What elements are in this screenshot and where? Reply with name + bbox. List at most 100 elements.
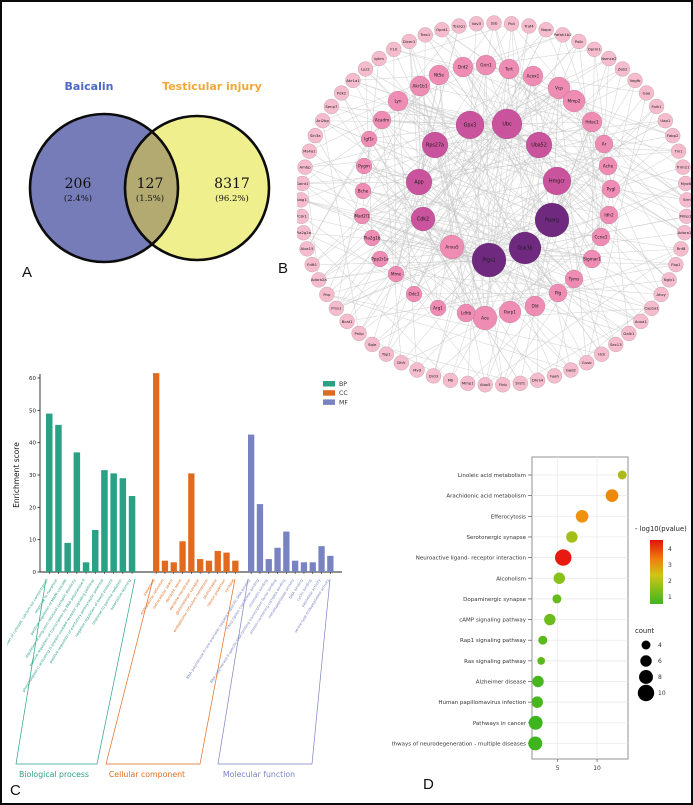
bar (223, 552, 230, 572)
network-node-label: Cyp1a1 (644, 306, 659, 311)
network-node (387, 90, 409, 112)
network-node-label: Pla2g2a (297, 230, 311, 235)
network-node-label: Faah (550, 373, 559, 378)
network-node-label: Tyms (568, 277, 580, 282)
network-node (495, 377, 511, 393)
network-node-label: Igf1r (364, 137, 374, 142)
y-tick-label: 0 (33, 570, 37, 576)
network-node-label: Grin1 (480, 63, 492, 68)
network-node-label: Fabp2 (667, 133, 679, 138)
network-node (345, 72, 361, 89)
network-node (459, 375, 476, 392)
network-node-label: Galnt1 (297, 181, 309, 186)
network-node (676, 224, 691, 241)
pathway-label: Pathways in cancer (473, 721, 527, 727)
network-node (471, 242, 507, 278)
network-node-label: Mvd (413, 367, 422, 372)
network-node-label: Vcp (555, 86, 563, 91)
network-node (429, 299, 447, 317)
network-node (297, 192, 309, 208)
network-node (591, 227, 611, 247)
pathway-label: Pathways of neurodegeneration - multiple… (392, 741, 526, 747)
dot-point (553, 572, 565, 584)
network-node (371, 250, 389, 268)
network-node-label: Sin3a (310, 133, 321, 138)
network-node-label: Parp1 (504, 310, 516, 315)
group-bracket (217, 578, 331, 765)
network-node-label: Folh1 (651, 104, 662, 109)
pathway-label: Human papillomavirus infection (438, 700, 526, 706)
network-node-label: Mmp14 (679, 214, 693, 219)
bar (197, 559, 204, 572)
network-node (304, 256, 320, 273)
y-tick-label: 10 (29, 538, 36, 544)
network-node (546, 368, 563, 384)
network-node (455, 110, 485, 140)
network-node-label: Gpx3 (464, 123, 477, 129)
network-node-label: Pcsk1 (297, 214, 308, 219)
bar (256, 504, 264, 572)
network-node-label: Top1 (381, 352, 391, 357)
network-node (475, 54, 497, 76)
network-node-label: Gusb (582, 360, 592, 365)
network-node-label: Plg (555, 291, 562, 296)
network-node-label: Pygl (607, 187, 616, 192)
dot-point (566, 531, 578, 543)
bar (101, 470, 108, 572)
pathway-label: cAMP signaling pathway (459, 618, 526, 624)
network-node (452, 56, 474, 78)
bar (170, 562, 177, 572)
x-tick-label: 10 (593, 765, 601, 772)
color-legend-gradient (650, 540, 663, 604)
network-node (571, 33, 587, 50)
network-node-label: Gad2 (566, 367, 577, 372)
network-node (439, 234, 465, 260)
network-node-label: Pdk2 (337, 90, 347, 95)
network-node (599, 205, 619, 225)
venn-left-outline (28, 112, 180, 264)
size-legend-value: 10 (658, 690, 666, 697)
dot-point (537, 656, 546, 665)
legend-label: MF (339, 399, 348, 406)
network-node (357, 61, 374, 77)
network-node-label: Tcerg1 (452, 23, 466, 28)
network-node (405, 285, 423, 303)
network-node (524, 295, 546, 317)
network-node-label: Pafah1b2 (554, 32, 572, 37)
network-node (638, 85, 655, 101)
network-node (297, 175, 310, 192)
network-node-label: Lyz2 (361, 66, 370, 71)
network-node (661, 272, 677, 288)
venn-right-outline (123, 114, 271, 262)
size-legend-value: 6 (658, 658, 662, 665)
group-category-label: Molecular function (223, 770, 295, 779)
network-node (410, 206, 436, 232)
network-node-label: Srm (683, 197, 691, 202)
network-node-label: Pygm (358, 164, 370, 169)
network-node (578, 355, 595, 371)
network-node (417, 27, 433, 43)
network-node (598, 156, 618, 176)
network-node (594, 134, 614, 154)
network-node (534, 202, 570, 238)
network-node (456, 303, 476, 323)
legend-label: CC (339, 390, 348, 397)
network-node-label: Akr1b1 (413, 84, 428, 89)
network-node-label: Mb (448, 378, 454, 383)
network-node-label: Odc1 (409, 292, 420, 297)
network-node (297, 208, 310, 225)
network-node (314, 112, 331, 129)
bar (128, 496, 136, 572)
network-node-label: Adora1 (678, 230, 692, 235)
bar (283, 531, 290, 572)
network-node-label: Ambp (299, 165, 311, 170)
network-node-label: Tert (504, 67, 513, 72)
bar (55, 424, 62, 572)
dot-point (552, 594, 562, 604)
network-node (542, 166, 572, 196)
network-node-label: Adora2a (311, 277, 327, 282)
network-node (508, 231, 542, 265)
network-node (555, 27, 571, 43)
panel-label-b: B (278, 260, 289, 277)
